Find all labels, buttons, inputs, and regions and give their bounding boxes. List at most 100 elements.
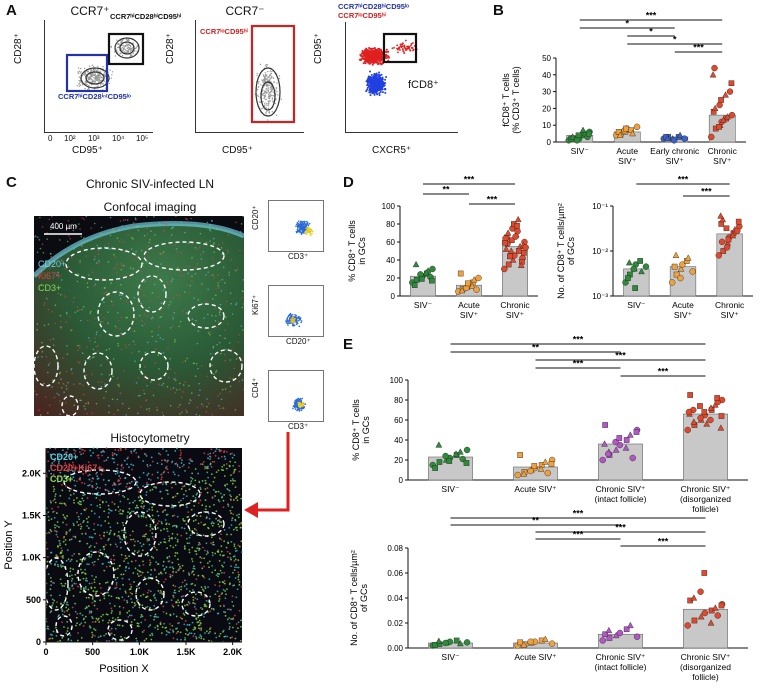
- data-point: [463, 460, 470, 466]
- histo-y-tick-label: 2.0K: [22, 468, 42, 478]
- y-tick-label: 20: [394, 456, 403, 465]
- gate-label-neg: CCR7ˡᵒCD95ʰⁱ: [200, 27, 248, 36]
- category-label: Acute: [458, 300, 480, 310]
- data-point: [517, 452, 523, 458]
- data-point: [689, 268, 696, 275]
- histo-x-tick-label: 0: [43, 647, 48, 657]
- data-point: [673, 271, 680, 278]
- data-point: [616, 435, 623, 441]
- panel-b-chart: 0 10 20 30 40 50 fCD8⁺ T cells(% CD3⁺ T cells)…: [501, 11, 746, 166]
- panel-c-title: Chronic SIV-infected LN: [85, 177, 215, 191]
- histo-y-tick-label: 1.0K: [22, 553, 42, 563]
- gating-axis-1y: CD20⁺: [251, 205, 260, 230]
- y-tick-label: 60: [394, 416, 403, 425]
- data-point: [718, 602, 725, 609]
- significance-label: ***: [615, 523, 626, 533]
- data-point: [707, 619, 715, 626]
- histo-legend-item: CD20+: [50, 452, 78, 462]
- significance-label: ***: [658, 537, 669, 547]
- y-tick-label: 0.06: [387, 569, 403, 578]
- data-point: [442, 639, 449, 647]
- confocal-title: Confocal imaging: [103, 200, 197, 214]
- data-point: [436, 459, 443, 465]
- panel-a-overlay-plot: [345, 22, 458, 133]
- data-point: [623, 626, 630, 633]
- gating-axis-3x: CD3⁺: [288, 422, 309, 431]
- category-label: Acute SIV⁺: [514, 652, 557, 662]
- category-label: SIV⁻: [414, 300, 433, 310]
- tick-a1-0: 0: [48, 134, 53, 143]
- data-point: [623, 125, 629, 132]
- data-point: [726, 88, 734, 95]
- data-point: [720, 116, 727, 123]
- histo-x-tick-label: 1.0K: [130, 647, 150, 657]
- axis-label-cd95-1: CD95⁺: [72, 145, 103, 156]
- data-point: [684, 622, 691, 629]
- data-point: [464, 280, 471, 287]
- data-point: [717, 212, 724, 219]
- data-point: [575, 132, 582, 139]
- data-point: [715, 252, 723, 259]
- axis-label-cxcr5: CXCR5⁺: [372, 145, 412, 156]
- data-point: [542, 458, 549, 465]
- category-label: SIV⁻: [627, 300, 646, 310]
- data-point: [677, 265, 685, 272]
- data-point: [601, 440, 608, 447]
- category-label: SIV⁺: [506, 310, 525, 320]
- data-point: [509, 256, 517, 263]
- data-point: [429, 277, 435, 284]
- data-point: [602, 631, 608, 638]
- y-tick-label: 100: [382, 202, 396, 211]
- panel-e-chart-2: 0.00 0.02 0.04 0.06 0.08 No. of CD8⁺ T cells/…: [349, 510, 748, 682]
- panel-e-letter: E: [343, 336, 354, 353]
- data-point: [714, 612, 721, 619]
- data-point: [512, 233, 519, 240]
- significance-label: ***: [573, 510, 584, 519]
- y-tick-label: 50: [542, 54, 551, 63]
- data-point: [707, 404, 715, 411]
- panel-d-chart-2: 10⁻³ 10⁻² 10⁻¹ No. of CD8⁺ T cells/µm²of GC…: [556, 176, 753, 320]
- data-point: [729, 231, 737, 239]
- data-point: [709, 71, 717, 78]
- data-point: [507, 253, 513, 260]
- data-point: [722, 91, 729, 98]
- data-point: [642, 263, 650, 270]
- gating-axis-2x: CD20⁺: [286, 337, 311, 346]
- confocal-legend-cd20: CD20+: [38, 259, 67, 269]
- histo-y-tick-label: 0: [36, 637, 41, 647]
- y-axis-label: No. of CD8⁺ T cells/µm²of GCs: [556, 203, 576, 299]
- significance-label: *: [625, 19, 629, 29]
- data-point: [638, 267, 645, 275]
- flow-contour-1: [65, 32, 145, 93]
- gating-plot-2: [268, 285, 324, 337]
- significance-label: ***: [464, 176, 475, 185]
- y-tick-label: 40: [386, 256, 395, 265]
- data-point: [637, 258, 643, 264]
- panel-d-letter: D: [343, 174, 354, 191]
- data-point: [681, 135, 688, 142]
- axis-label-cd28-1: CD28⁺: [13, 33, 24, 64]
- y-tick-label: 40: [542, 71, 551, 80]
- data-point: [573, 137, 581, 144]
- overlay-legend-1: CCR7ʰⁱCD28ʰⁱCD95ˡᵒ: [338, 2, 410, 11]
- data-point: [429, 265, 436, 273]
- category-label: Early chronic: [650, 146, 700, 156]
- category-label: SIV⁺: [666, 156, 685, 166]
- gating-plot-3-dots: [292, 397, 307, 412]
- scale-bar-label: 400 µm: [50, 222, 77, 231]
- histo-title: Histocytometry: [110, 431, 190, 445]
- data-point: [728, 111, 736, 119]
- y-tick-label: 20: [386, 274, 395, 283]
- histo-legend-item: CD20+Ki67+: [50, 463, 103, 473]
- histo-legend-item: CD3+: [50, 474, 73, 484]
- category-label: SIV⁻: [441, 484, 460, 494]
- data-point: [527, 638, 534, 645]
- confocal-legend-cd3: CD3+: [38, 283, 62, 293]
- data-point: [468, 282, 476, 289]
- significance-label: **: [532, 516, 540, 526]
- data-point: [734, 227, 741, 235]
- data-point: [435, 637, 443, 644]
- data-point: [502, 240, 508, 246]
- category-label: (disorganized: [680, 494, 731, 504]
- tick-a1-4: 10⁴: [112, 134, 125, 143]
